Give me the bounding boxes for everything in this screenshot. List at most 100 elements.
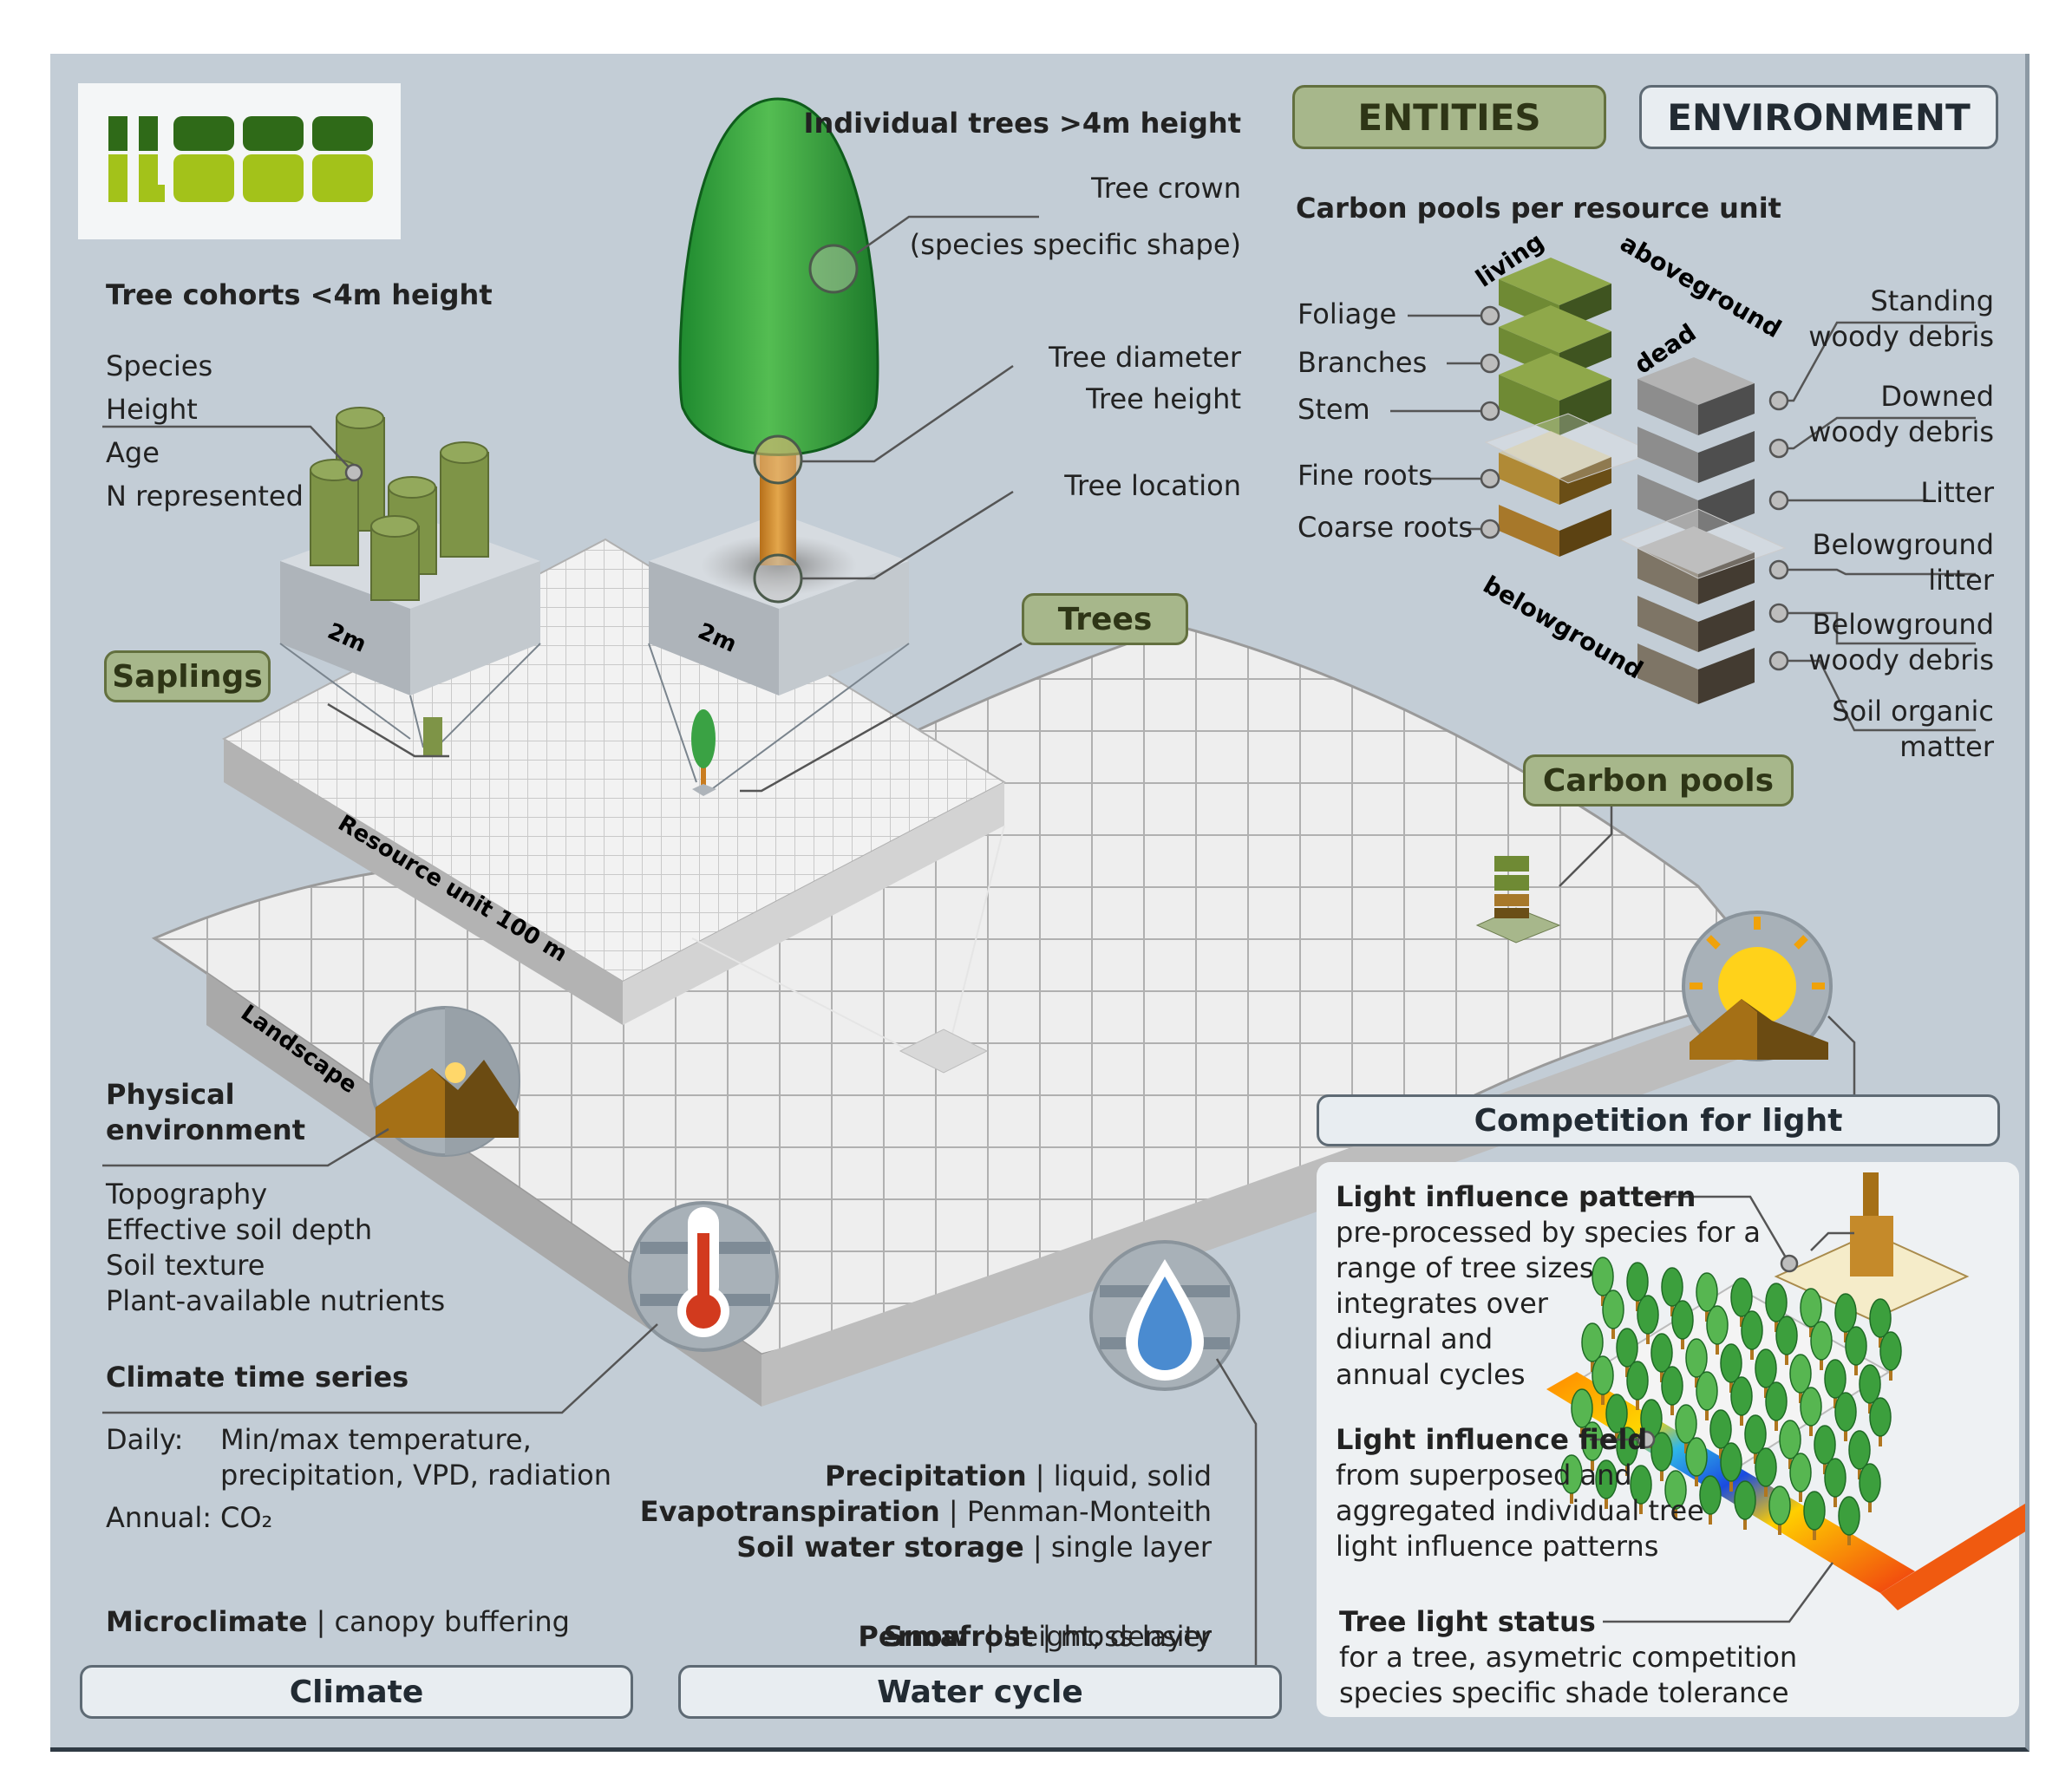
forest-tree — [1685, 1338, 1708, 1388]
forest-tree — [1834, 1392, 1857, 1441]
forest-tree — [1789, 1453, 1812, 1502]
pool-litter: Litter — [1920, 476, 1994, 509]
forest-tree — [1650, 1432, 1673, 1481]
water-et-bold: Evapotranspiration — [639, 1495, 940, 1528]
forest-tree — [1616, 1427, 1638, 1476]
forest-tree — [1800, 1387, 1822, 1436]
simulated-forest — [1560, 1257, 1902, 1545]
axis-aboveground: aboveground — [1616, 228, 1787, 343]
forest-tree — [1605, 1394, 1628, 1443]
big-tree — [678, 97, 879, 604]
water-precipitation-rest: | liquid, solid — [1026, 1459, 1212, 1492]
env-leader-lines — [102, 1015, 1856, 1675]
forest-tree — [1720, 1442, 1742, 1492]
pool-bg-litter-2: litter — [1928, 564, 1994, 597]
carbon-leader-lines — [1390, 314, 1976, 887]
forest-tree — [1803, 1491, 1826, 1540]
tree-leader-lines — [102, 215, 1039, 793]
forest-tree — [1592, 1355, 1614, 1405]
water-soil-bold: Soil water storage — [736, 1531, 1024, 1564]
water-precipitation: Precipitation | liquid, solid — [825, 1459, 1212, 1494]
forest-tree — [1661, 1366, 1683, 1415]
forest-tree — [1869, 1298, 1892, 1348]
forest-tree — [1859, 1364, 1881, 1414]
forest-tree — [1661, 1267, 1683, 1316]
forest-tree — [1581, 1322, 1604, 1372]
pool-foliage: Foliage — [1297, 297, 1397, 330]
thermometer-icon — [628, 1201, 779, 1352]
light-leader-lines — [1590, 1195, 1834, 1623]
light-status-title: Tree light status — [1339, 1605, 1596, 1638]
water-snow-bold: Snow — [883, 1620, 969, 1653]
forest-tree — [1824, 1359, 1846, 1408]
climate-annual-label: Annual: — [106, 1501, 212, 1534]
forest-tree — [1734, 1480, 1756, 1530]
forest-tree — [1616, 1328, 1638, 1377]
cohort-item-age: Age — [106, 436, 160, 469]
light-pattern-line-5: annual cycles — [1336, 1358, 1526, 1391]
forest-tree — [1775, 1316, 1798, 1365]
forest-tree — [1730, 1277, 1753, 1327]
physical-topography: Topography — [106, 1178, 268, 1211]
pool-branches: Branches — [1297, 346, 1428, 379]
forest-tree — [1810, 1321, 1833, 1370]
forest-tree — [1744, 1414, 1767, 1464]
forest-tree — [1650, 1333, 1673, 1382]
forest-tree — [1848, 1430, 1871, 1479]
pool-downed-debris-2: woody debris — [1808, 415, 1994, 448]
forest-tree — [1592, 1257, 1614, 1306]
forest-tree — [1696, 1371, 1718, 1420]
physical-title-2: environment — [106, 1113, 305, 1146]
iland-logo: iLAND — [108, 116, 373, 202]
climate-annual-value: CO₂ — [220, 1501, 273, 1534]
individual-trees-title: Individual trees >4m height — [803, 107, 1241, 140]
water-evapotranspiration: Evapotranspiration | Penman-Monteith — [640, 1494, 1212, 1530]
cohorts-title: Tree cohorts <4m height — [106, 278, 493, 311]
tree-crown-shape-label: (species specific shape) — [909, 228, 1241, 261]
landscape-carbon-stack — [1475, 856, 1561, 944]
pool-stem: Stem — [1297, 393, 1370, 426]
forest-tree — [1869, 1397, 1892, 1446]
forest-tree — [1626, 1361, 1649, 1410]
water-permafrost-rest: | moss layer — [1033, 1620, 1212, 1653]
cohort-cell-cube — [279, 407, 541, 755]
sun-icon — [1682, 911, 1833, 1061]
tree-crown-label: Tree crown — [1091, 172, 1241, 205]
light-status-line-1: for a tree, asymetric competition — [1339, 1641, 1798, 1674]
forest-tree — [1838, 1496, 1860, 1545]
water-snow-rest: | height, density — [968, 1620, 1212, 1653]
light-field-line-1: from superposed and — [1336, 1459, 1632, 1492]
climate-daily-1: Min/max temperature, — [220, 1423, 532, 1456]
physical-soil-depth: Effective soil depth — [106, 1213, 373, 1246]
light-field-title: Light influence field — [1336, 1423, 1648, 1456]
light-status-line-2: species specific shade tolerance — [1339, 1676, 1789, 1709]
pool-bg-debris-1: Belowground — [1812, 608, 1995, 641]
trees-tag: Trees — [1022, 593, 1188, 645]
climate-daily-2: precipitation, VPD, radiation — [220, 1459, 611, 1492]
water-section-label: Water cycle — [678, 1665, 1282, 1719]
forest-tree — [1595, 1459, 1618, 1509]
carbon-title: Carbon pools per resource unit — [1296, 192, 1781, 225]
forest-tree — [1834, 1293, 1857, 1342]
light-section-label: Competition for light — [1317, 1094, 2000, 1146]
axis-belowground: belowground — [1479, 570, 1649, 684]
pool-soil-om-2: matter — [1899, 730, 1994, 763]
forest-tree — [1699, 1475, 1722, 1525]
water-soil-storage: Soil water storage | single layer — [736, 1530, 1212, 1565]
forest-tree — [1779, 1420, 1801, 1469]
climate-section-label: Climate — [80, 1665, 633, 1719]
illustration: living dead aboveground belowground 2m 2… — [102, 97, 2025, 1717]
forest-tree — [1720, 1343, 1742, 1393]
forest-tree — [1581, 1421, 1604, 1471]
forest-tree — [1626, 1262, 1649, 1311]
forest-tree — [1800, 1288, 1822, 1337]
microclimate: Microclimate | canopy buffering — [106, 1604, 570, 1640]
forest-tree — [1560, 1454, 1583, 1504]
microclimate-bold: Microclimate — [106, 1605, 308, 1638]
light-field-line-2: aggregated individual tree — [1336, 1494, 1704, 1527]
pool-standing-debris-2: woody debris — [1808, 320, 1994, 353]
physical-title-1: Physical — [106, 1078, 235, 1111]
water-snow: Snow | height, density — [848, 1583, 1212, 1690]
light-pattern-line-3: integrates over — [1336, 1287, 1548, 1320]
water-permafrost-bold: Permafrost — [858, 1620, 1034, 1653]
